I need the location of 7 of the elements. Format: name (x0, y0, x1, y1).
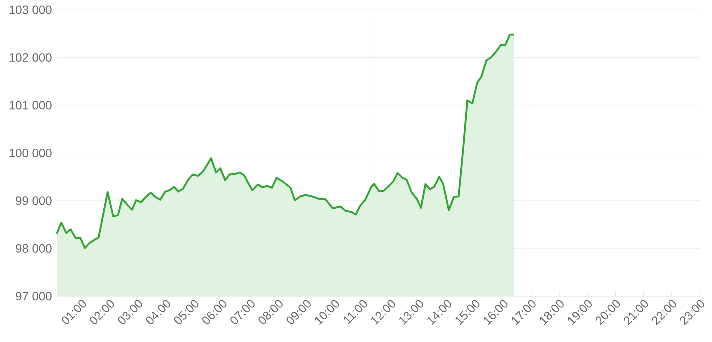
y-tick-label: 102 000 (10, 53, 52, 62)
y-tick-label: 100 000 (10, 148, 52, 158)
y-tick-label: 101 000 (10, 101, 52, 110)
y-tick-label: 99 000 (16, 196, 52, 206)
y-tick-label: 97 000 (16, 292, 52, 301)
y-tick-label: 98 000 (16, 244, 52, 253)
y-tick-label: 103 000 (10, 6, 52, 14)
